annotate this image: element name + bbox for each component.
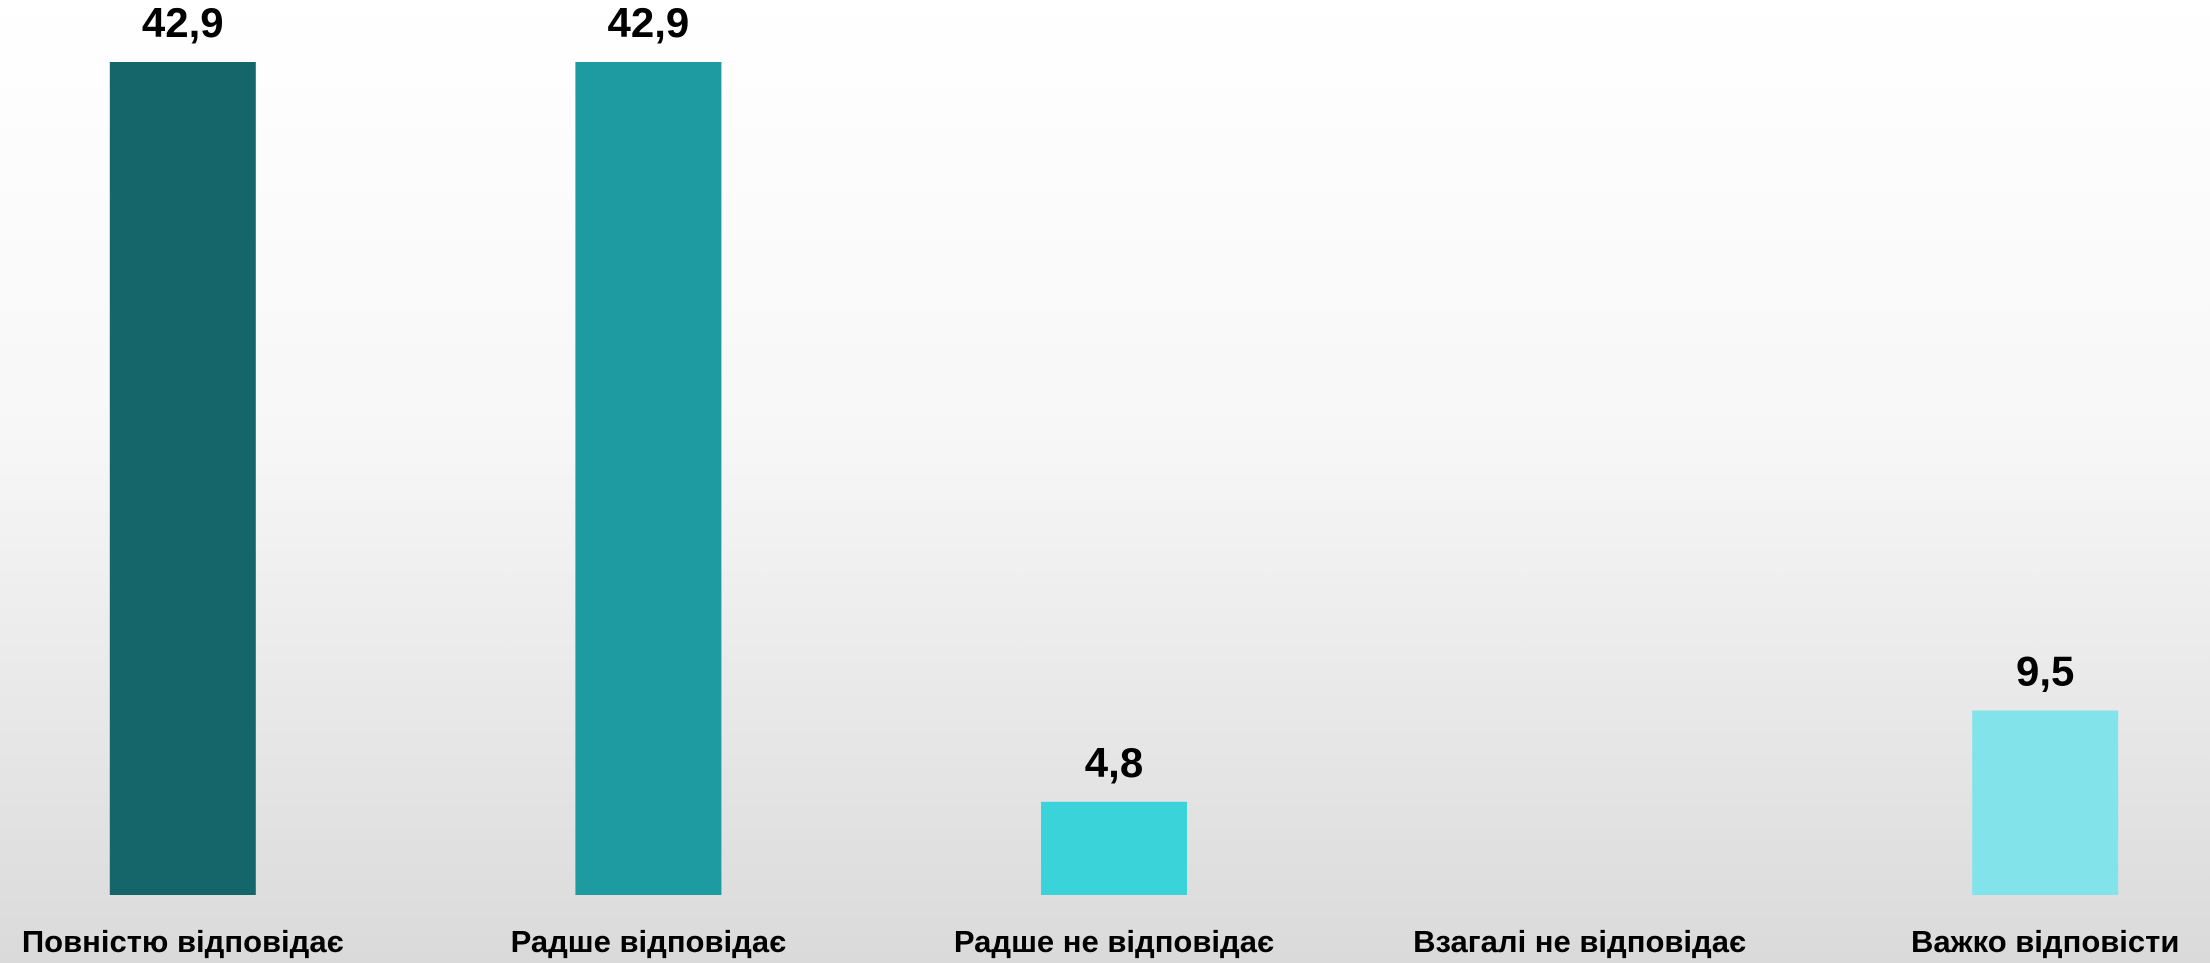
x-tick-label: Важко відповісти <box>1911 924 2179 959</box>
bar <box>575 62 722 895</box>
x-tick-label: Взагалі не відповідає <box>1413 924 1746 959</box>
value-label: 42,9 <box>608 0 690 46</box>
value-label: 42,9 <box>142 0 224 46</box>
value-label: 9,5 <box>2016 648 2074 695</box>
bar <box>1041 801 1187 895</box>
bar <box>1972 710 2119 895</box>
x-tick-label: Радше не відповідає <box>954 924 1274 959</box>
x-tick-label: Повністю відповідає <box>22 924 344 959</box>
value-label: 4,8 <box>1085 739 1143 786</box>
bar <box>109 62 256 895</box>
x-tick-label: Радше відповідає <box>511 924 787 959</box>
